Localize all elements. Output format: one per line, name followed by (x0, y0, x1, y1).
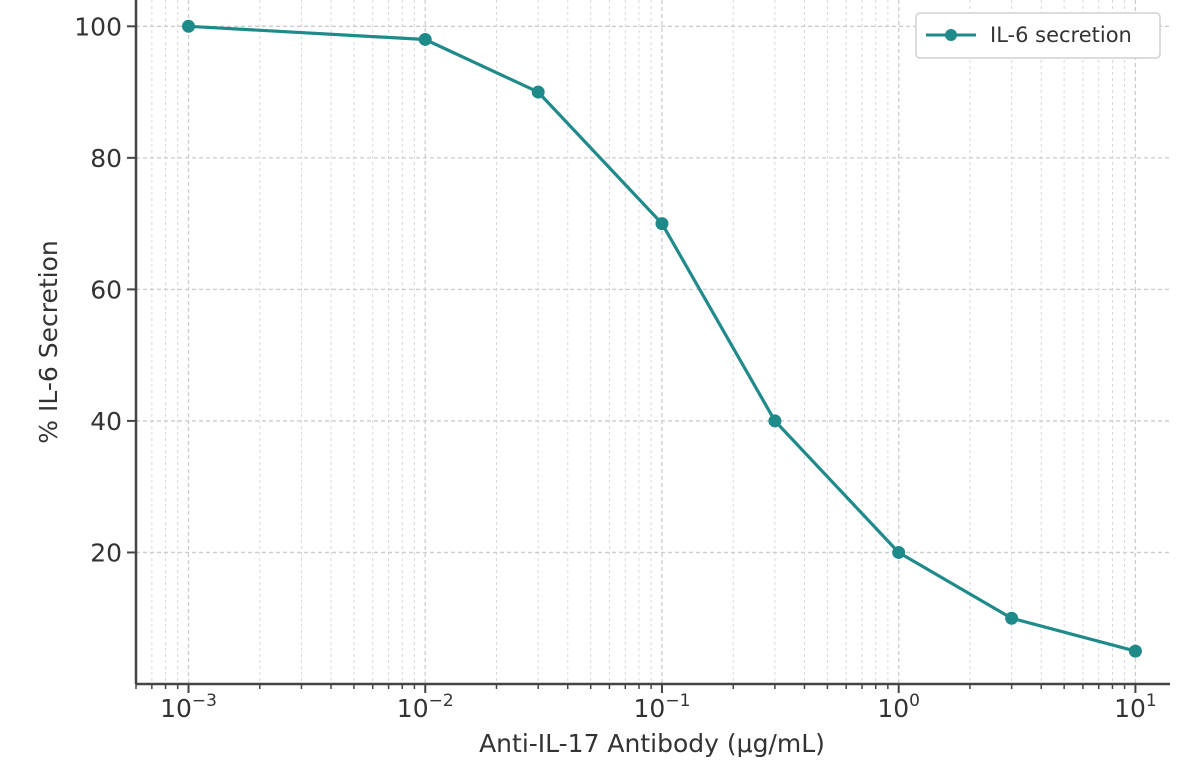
y-tick-label: 80 (90, 144, 122, 173)
x-tick-label: 10−1 (634, 691, 691, 723)
data-point-marker (892, 545, 906, 559)
data-point-marker (182, 19, 196, 33)
axis-ticks: 10−3 10−2 10−1 100 101 20 40 60 80 100 (74, 12, 1156, 723)
data-point-marker (1005, 611, 1019, 625)
data-point-marker (1128, 644, 1142, 658)
series-layer (182, 19, 1142, 658)
data-point-marker (531, 85, 545, 99)
y-tick-label: 40 (90, 407, 122, 436)
data-point-marker (655, 217, 669, 231)
y-tick-label: 20 (90, 538, 122, 567)
y-axis-title: % IL-6 Secretion (34, 240, 63, 443)
x-tick-label: 10−2 (397, 691, 454, 723)
data-point-marker (768, 414, 782, 428)
y-tick-label: 100 (74, 12, 122, 41)
x-axis-title: Anti-IL-17 Antibody (μg/mL) (479, 729, 825, 758)
y-tick-label: 60 (90, 275, 122, 304)
legend: IL-6 secretion (915, 12, 1161, 59)
series-line (188, 24, 1136, 653)
grid-lines (135, 0, 1170, 684)
x-tick-label: 100 (877, 691, 920, 723)
legend-marker-swatch (945, 29, 957, 41)
x-tick-label: 101 (1114, 691, 1157, 723)
x-tick-label: 10−3 (160, 691, 217, 723)
legend-label: IL-6 secretion (990, 23, 1132, 47)
legend-box (915, 12, 1161, 59)
data-point-marker (418, 32, 432, 46)
